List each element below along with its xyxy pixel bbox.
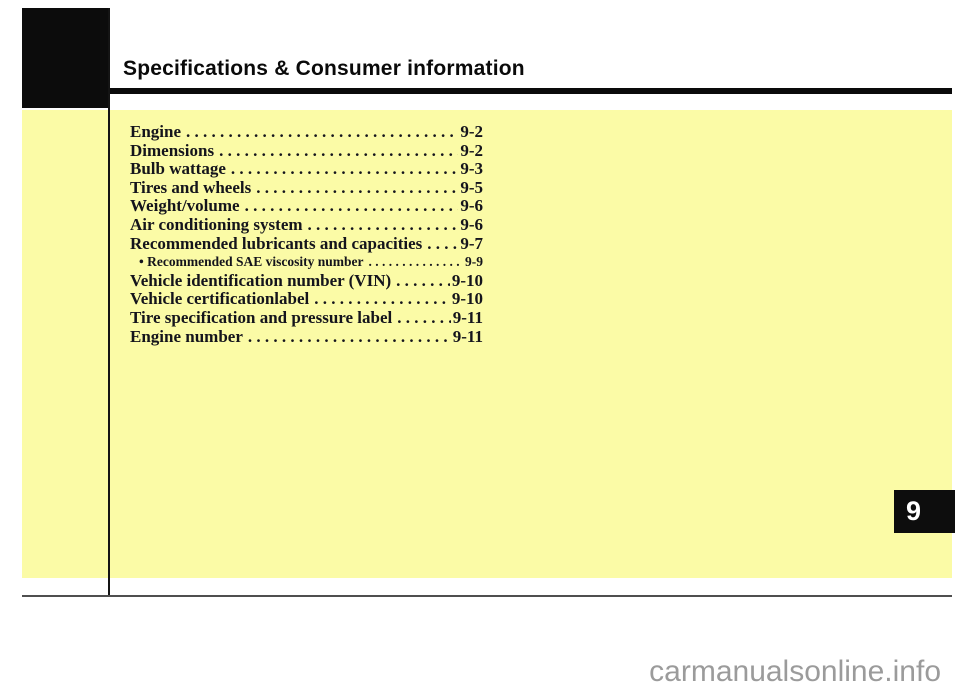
toc-page-number: 9-6	[460, 214, 483, 234]
toc-page-number: 9-7	[460, 233, 483, 253]
toc-item-label: Engine number	[130, 326, 243, 346]
toc-item-engine-number: Engine number . . . . . . . . . . . . . …	[130, 326, 483, 347]
toc-page-number: 9-3	[460, 159, 483, 179]
toc-item-label: Weight/volume	[130, 196, 240, 216]
toc-page-number: 9-9	[465, 254, 483, 270]
toc-item-bulb-wattage: Bulb wattage . . . . . . . . . . . . . .…	[130, 160, 483, 179]
toc-dot-leader: . . . . . . . . . . . . . . . . . . . . …	[396, 271, 450, 290]
toc-item-weight-volume: Weight/volume . . . . . . . . . . . . . …	[130, 197, 483, 216]
toc-item-label: Dimensions	[130, 140, 215, 160]
left-margin-divider	[108, 8, 110, 597]
toc-page-number: 9-11	[452, 326, 483, 346]
toc-item-label: Bulb wattage	[130, 159, 226, 179]
toc-dot-leader: . . . . . . . . . . . . . . . . . . . . …	[397, 308, 451, 327]
toc-dot-leader: . . . . . . . . . . . . . . . . . . . . …	[230, 160, 458, 179]
content-highlight-panel	[22, 110, 952, 578]
toc-page-number: 9-11	[452, 307, 483, 327]
toc-dot-leader: . . . . . . . . . . . . . . . . . . . . …	[314, 290, 450, 309]
toc-page-number: 9-2	[460, 122, 483, 141]
toc-item-label: Vehicle certificationlabel	[130, 289, 310, 309]
toc-item-label: Tires and wheels	[130, 177, 252, 197]
toc-item-label: Recommended lubricants and capacities	[130, 233, 423, 253]
toc-page-number: 9-5	[460, 177, 483, 197]
toc-subitem-sae-viscosity: • Recommended SAE viscosity number . . .…	[130, 253, 483, 272]
toc-page-number: 9-2	[460, 140, 483, 160]
toc-item-label: Vehicle identification number (VIN)	[130, 270, 392, 290]
toc-page-number: 9-10	[451, 270, 483, 290]
watermark: carmanualsonline.info	[649, 655, 941, 688]
table-of-contents: Engine . . . . . . . . . . . . . . . . .…	[130, 122, 483, 347]
page-title: Specifications & Consumer information	[123, 57, 525, 80]
toc-page-number: 9-10	[451, 289, 483, 309]
toc-item-air-conditioning-system: Air conditioning system . . . . . . . . …	[130, 214, 483, 235]
toc-item-label: Engine	[130, 122, 182, 141]
toc-dot-leader: . . . . . . . . . . . . . . . . . . . . …	[307, 215, 459, 234]
toc-item-recommended-lubricants: Recommended lubricants and capacities . …	[130, 233, 483, 254]
toc-item-label: • Recommended SAE viscosity number	[139, 254, 364, 270]
toc-item-certification-label: Vehicle certificationlabel . . . . . . .…	[130, 290, 483, 309]
toc-dot-leader: . . . . . . . . . . . . . . . . . . . . …	[256, 178, 458, 197]
toc-dot-leader: . . . . . . . . . . . . . . . . . . . . …	[219, 141, 458, 160]
toc-dot-leader: . . . . . . . . . . . . . . . . . . . . …	[427, 234, 458, 253]
toc-item-engine: Engine . . . . . . . . . . . . . . . . .…	[130, 122, 483, 142]
toc-dot-leader: . . . . . . . . . . . . . . . . . . . . …	[247, 327, 451, 346]
toc-item-label: Tire specification and pressure label	[130, 307, 393, 327]
toc-page-number: 9-6	[460, 196, 483, 216]
toc-item-tire-specification-label: Tire specification and pressure label . …	[130, 307, 483, 328]
toc-dot-leader: . . . . . . . . . . . . . . . . . . . . …	[186, 123, 458, 141]
chapter-tab-black-box	[22, 8, 110, 108]
toc-item-tires-and-wheels: Tires and wheels . . . . . . . . . . . .…	[130, 177, 483, 198]
toc-item-vin: Vehicle identification number (VIN) . . …	[130, 270, 483, 291]
toc-dot-leader: . . . . . . . . . . . . . . . . . . . . …	[244, 197, 459, 216]
footer-rule	[22, 595, 952, 597]
title-underline	[110, 88, 952, 94]
chapter-number-badge: 9	[894, 490, 955, 533]
toc-item-dimensions: Dimensions . . . . . . . . . . . . . . .…	[130, 140, 483, 161]
toc-item-label: Air conditioning system	[130, 214, 303, 234]
toc-dot-leader: . . . . . . . . . . . . . . . . . . . . …	[368, 254, 463, 270]
